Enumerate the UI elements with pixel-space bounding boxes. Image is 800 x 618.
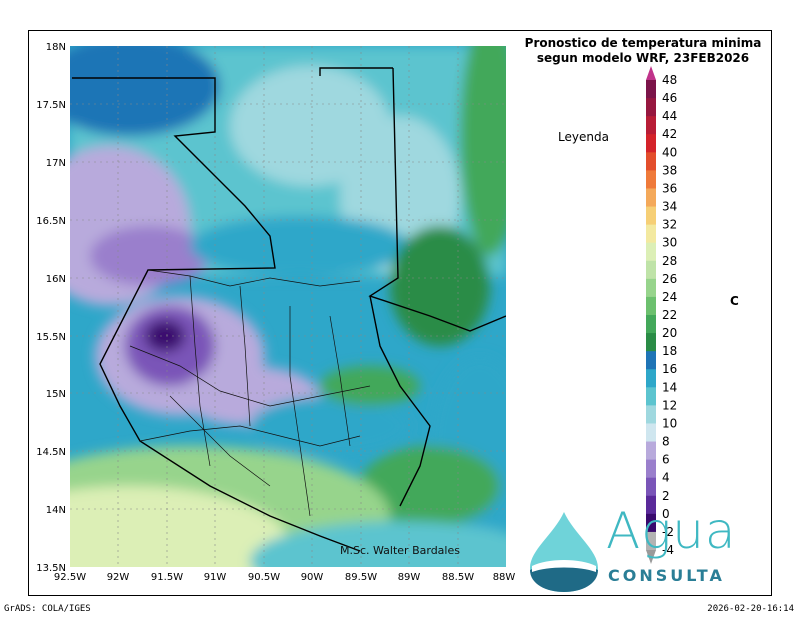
colorbar-tick-label: 10	[662, 416, 677, 430]
colorbar-segment	[646, 513, 656, 533]
colorbar-tick-label: -2	[662, 525, 674, 539]
colorbar-tick-label: 30	[662, 236, 677, 250]
lon-label: 88W	[493, 572, 516, 583]
colorbar-tick-label: 2	[662, 489, 670, 503]
lat-label: 17.5N	[36, 100, 66, 111]
temperature-map	[70, 46, 506, 567]
colorbar-tick-label: 6	[662, 453, 670, 467]
lat-label: 14.5N	[36, 447, 66, 458]
colorbar-tick-label: 12	[662, 398, 677, 412]
country-borders	[72, 67, 506, 552]
logo-subtitle: CONSULTA	[608, 566, 725, 585]
title-line-1: Pronostico de temperatura minima	[524, 36, 762, 50]
colorbar-max-arrow	[646, 66, 656, 80]
lat-label: 17N	[46, 158, 66, 169]
water-drop-logo-icon	[530, 512, 598, 592]
colorbar-tick-label: 16	[662, 362, 677, 376]
colorbar-segment	[646, 405, 656, 424]
colorbar-tick-label: 0	[662, 507, 670, 521]
lat-label: 14N	[46, 505, 66, 516]
figure-title: Pronostico de temperatura minima segun m…	[512, 36, 774, 66]
lat-axis: 18N 17.5N 17N 16.5N 16N 15.5N 15N 14.5N …	[36, 42, 66, 574]
colorbar-tick-label: 14	[662, 380, 677, 394]
colorbar-segment	[646, 134, 656, 153]
colorbar-tick-label: 38	[662, 163, 677, 177]
colorbar-segment	[646, 260, 656, 280]
colorbar-tick-label: 34	[662, 200, 677, 214]
lat-label: 13.5N	[36, 563, 66, 574]
colorbar-tick-label: 28	[662, 254, 677, 268]
colorbar-segment	[646, 387, 656, 406]
colorbar-segment	[646, 116, 656, 135]
colorbar-segment	[646, 296, 656, 316]
colorbar-segment	[646, 315, 656, 334]
colorbar-segment	[646, 206, 656, 226]
colorbar-segment	[646, 423, 656, 443]
lon-axis: 92.5W 92W 91.5W 91W 90.5W 90W 89.5W 89W …	[54, 572, 515, 583]
lon-label: 89.5W	[345, 572, 377, 583]
lat-label: 16.5N	[36, 216, 66, 227]
lon-label: 91.5W	[151, 572, 183, 583]
lat-label: 15.5N	[36, 332, 66, 343]
colorbar-segment	[646, 224, 656, 244]
colorbar-segment	[646, 170, 656, 189]
colorbar-tick-label: 8	[662, 435, 670, 449]
title-line-2: segun modelo WRF, 23FEB2026	[536, 51, 750, 65]
lon-label: 89W	[398, 572, 421, 583]
legend-label: Leyenda	[558, 130, 609, 144]
grid-lines	[70, 46, 506, 567]
colorbar-segment	[646, 441, 656, 461]
lon-label: 91W	[204, 572, 227, 583]
colorbar-tick-label: 40	[662, 145, 677, 159]
colorbar-segment	[646, 152, 656, 171]
temperature-field	[70, 46, 506, 567]
colorbar-tick-label: -4	[662, 543, 674, 557]
lon-label: 90W	[301, 572, 324, 583]
colorbar-segment	[646, 242, 656, 262]
colorbar-tick-label: 24	[662, 290, 677, 304]
colorbar-tick-label: 20	[662, 326, 677, 340]
colorbar-segment	[646, 495, 656, 515]
colorbar-tick-label: 36	[662, 181, 677, 195]
colorbar-segment	[646, 333, 656, 352]
colorbar-segment	[646, 188, 656, 208]
department-boundaries	[129, 269, 371, 517]
footer-software: GrADS: COLA/IGES	[4, 604, 91, 614]
colorbar-segment	[646, 278, 656, 298]
author-credit: M.Sc. Walter Bardales	[340, 544, 460, 557]
colorbar-segment	[646, 369, 656, 388]
colorbar-tick-label: 22	[662, 308, 677, 322]
colorbar-tick-label: 18	[662, 344, 677, 358]
lat-label: 18N	[46, 42, 66, 53]
colorbar-tick-label: 42	[662, 127, 677, 141]
logo-wordmark: Agua	[606, 502, 737, 560]
colorbar-segment	[646, 351, 656, 370]
lon-label: 90.5W	[248, 572, 280, 583]
colorbar-segment	[646, 80, 656, 99]
colorbar-tick-label: 32	[662, 218, 677, 232]
colorbar-tick-label: 44	[662, 109, 677, 123]
unit-label: C	[730, 294, 739, 308]
colorbar-tick-label: 48	[662, 73, 677, 87]
lon-label: 92.5W	[54, 572, 86, 583]
colorbar-tick-label: 26	[662, 272, 677, 286]
lon-label: 88.5W	[442, 572, 474, 583]
outer-border	[28, 30, 772, 596]
lon-label: 92W	[107, 572, 130, 583]
lat-label: 16N	[46, 274, 66, 285]
footer-timestamp: 2026-02-20-16:14	[707, 604, 794, 614]
colorbar-min-arrow	[646, 550, 656, 564]
colorbar-segment	[646, 98, 656, 117]
colorbar-tick-label: 4	[662, 471, 670, 485]
colorbar-segment	[646, 459, 656, 479]
lat-label: 15N	[46, 389, 66, 400]
colorbar-segment	[646, 477, 656, 497]
colorbar-segment	[646, 531, 656, 551]
colorbar-tick-label: 46	[662, 91, 677, 105]
